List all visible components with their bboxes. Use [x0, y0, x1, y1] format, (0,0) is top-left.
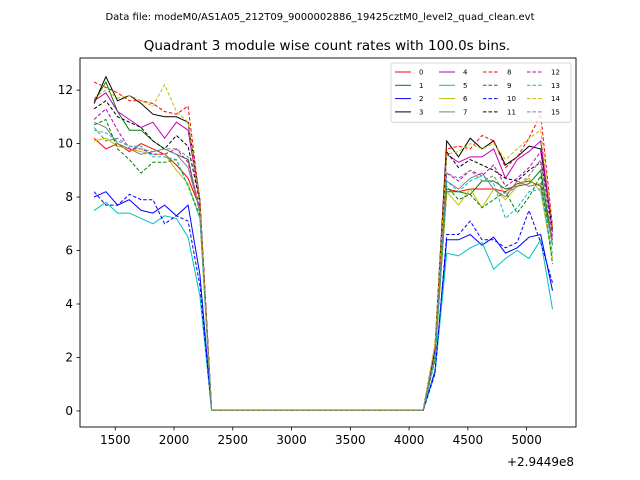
- legend-label: 15: [551, 108, 560, 116]
- legend-label: 2: [419, 95, 423, 103]
- y-tick-label: 6: [65, 244, 73, 258]
- legend-label: 9: [507, 82, 511, 90]
- legend-label: 10: [507, 95, 516, 103]
- legend-label: 7: [463, 108, 467, 116]
- x-tick-label: 5000: [511, 433, 542, 447]
- legend-frame: [390, 62, 572, 123]
- y-tick-label: 0: [65, 404, 73, 418]
- series-line-6: [93, 137, 553, 411]
- series-line-7: [93, 121, 553, 411]
- y-tick-label: 12: [58, 83, 73, 97]
- x-tick-label: 3000: [276, 433, 307, 447]
- plot-area: [79, 57, 577, 428]
- y-tick-label: 4: [65, 297, 73, 311]
- legend-label: 3: [419, 108, 423, 116]
- legend-label: 0: [419, 69, 423, 77]
- series-line-13: [93, 129, 553, 411]
- axis-layer: 1500 2000 2500 3000 3500 4000 4500 5000 0 2 4 6 8 10 1…: [58, 83, 542, 447]
- y-tick-label: 10: [58, 137, 73, 151]
- legend-label: 14: [551, 95, 560, 103]
- series-line-14: [93, 83, 553, 411]
- legend-label: 11: [507, 108, 516, 116]
- series-layer: [93, 75, 553, 411]
- x-tick-label: 3500: [335, 433, 366, 447]
- series-line-4: [93, 92, 553, 411]
- legend-label: 12: [551, 69, 560, 77]
- x-axis-offset-label: +2.9449e8: [507, 455, 574, 469]
- series-line-9: [93, 118, 553, 411]
- legend-label: 5: [463, 82, 467, 90]
- series-line-10: [93, 191, 553, 411]
- y-tick-label: 8: [65, 190, 73, 204]
- legend-label: 13: [551, 82, 560, 90]
- legend-label: 1: [419, 82, 423, 90]
- x-tick-label: 4500: [453, 433, 484, 447]
- series-line-0: [93, 137, 553, 411]
- data-file-label: Data file: modeM0/AS1A05_212T09_90000028…: [105, 12, 534, 23]
- series-line-8: [93, 81, 553, 411]
- chart-title: Quadrant 3 module wise count rates with …: [144, 38, 510, 54]
- y-tick-label: 2: [65, 350, 73, 364]
- series-line-15: [93, 127, 553, 411]
- x-tick-label: 4000: [394, 433, 425, 447]
- legend-label: 4: [463, 69, 468, 77]
- legend-label: 6: [463, 95, 468, 103]
- series-line-2: [93, 191, 553, 411]
- legend-label: 8: [507, 69, 511, 77]
- x-tick-label: 2000: [159, 433, 190, 447]
- x-tick-label: 2500: [218, 433, 249, 447]
- x-tick-label: 1500: [100, 433, 131, 447]
- series-line-5: [93, 201, 553, 411]
